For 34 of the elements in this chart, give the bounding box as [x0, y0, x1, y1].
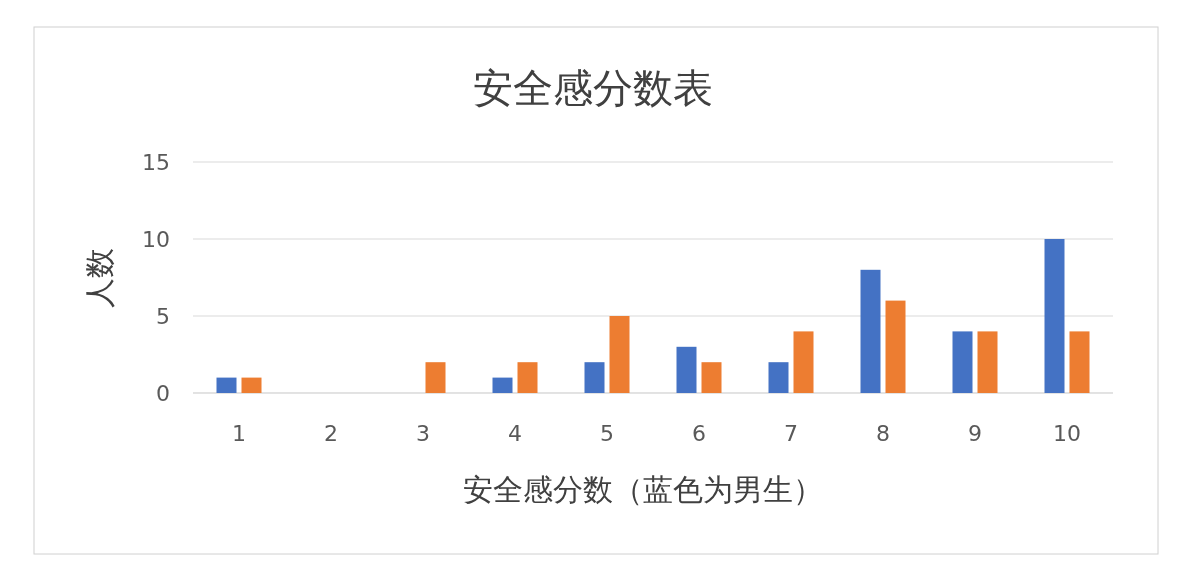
bar	[609, 316, 630, 393]
x-tick-label: 2	[324, 421, 338, 446]
x-axis-title: 安全感分数（蓝色为男生）	[463, 472, 823, 507]
x-tick-label: 3	[416, 421, 430, 446]
bar	[584, 362, 605, 393]
y-tick-label: 0	[156, 381, 170, 406]
bar	[1044, 239, 1065, 393]
bar	[241, 377, 262, 393]
bar	[492, 377, 513, 393]
bar	[885, 300, 906, 393]
chart-title: 安全感分数表	[473, 65, 713, 111]
x-tick-label: 9	[968, 421, 982, 446]
bar	[860, 269, 881, 393]
x-tick-label: 7	[784, 421, 798, 446]
bar	[517, 362, 538, 393]
bar	[425, 362, 446, 393]
bar	[952, 331, 973, 393]
y-tick-label: 5	[156, 304, 170, 329]
bar	[701, 362, 722, 393]
y-tick-label: 10	[142, 227, 170, 252]
x-tick-label: 10	[1053, 421, 1081, 446]
bar	[216, 377, 237, 393]
bar	[1069, 331, 1090, 393]
bar	[793, 331, 814, 393]
y-tick-label: 15	[142, 150, 170, 175]
bar	[768, 362, 789, 393]
x-tick-label: 8	[876, 421, 890, 446]
bar	[977, 331, 998, 393]
y-axis-title: 人数	[82, 248, 117, 308]
x-tick-label: 1	[232, 421, 246, 446]
x-tick-label: 6	[692, 421, 706, 446]
bar	[676, 346, 697, 393]
x-tick-label: 5	[600, 421, 614, 446]
x-tick-label: 4	[508, 421, 522, 446]
